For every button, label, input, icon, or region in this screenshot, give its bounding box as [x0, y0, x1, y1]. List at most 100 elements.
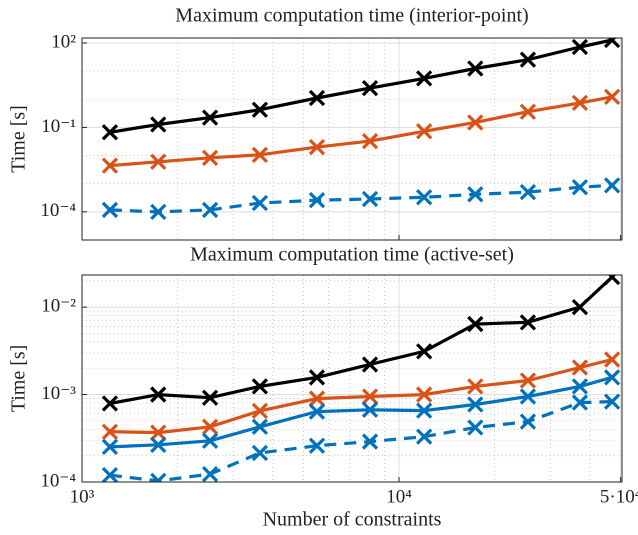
marker	[571, 394, 589, 411]
chart-title: Maximum computation time (active-set)	[190, 244, 514, 266]
marker	[361, 356, 379, 373]
marker	[201, 201, 219, 219]
marker	[603, 88, 621, 106]
marker	[416, 189, 433, 206]
marker	[308, 403, 326, 420]
marker	[361, 190, 379, 208]
series-line	[109, 38, 613, 134]
marker	[201, 109, 219, 126]
marker	[571, 298, 589, 316]
series-line	[109, 275, 614, 406]
marker	[361, 401, 379, 418]
marker	[467, 419, 484, 436]
marker	[416, 123, 433, 140]
marker	[308, 192, 326, 209]
marker	[101, 201, 119, 219]
series-line	[109, 375, 613, 449]
plot-area	[101, 38, 621, 220]
axes-box	[81, 274, 623, 483]
marker	[467, 186, 484, 203]
marker	[416, 428, 433, 445]
marker	[519, 184, 537, 201]
chart-title: Maximum computation time (interior-point…	[175, 5, 528, 27]
marker	[603, 38, 621, 49]
marker	[251, 146, 269, 163]
marker	[308, 89, 326, 107]
marker	[361, 133, 379, 150]
y-axis-label: Time [s]	[8, 105, 30, 173]
marker	[251, 101, 269, 118]
marker	[201, 389, 219, 406]
y-tick-label: 10⁻¹	[41, 116, 76, 137]
marker	[308, 437, 326, 454]
marker	[571, 94, 589, 111]
marker	[361, 433, 379, 450]
axes-box	[81, 37, 623, 241]
marker	[251, 418, 269, 435]
y-tick-label: 10⁻²	[41, 295, 76, 316]
marker	[251, 378, 269, 395]
marker	[101, 466, 119, 482]
y-tick-label: 10⁻³	[41, 383, 76, 404]
marker	[467, 114, 484, 131]
marker	[150, 203, 167, 220]
marker	[361, 388, 379, 405]
marker	[251, 444, 269, 462]
marker	[467, 378, 484, 395]
marker	[150, 116, 167, 133]
marker	[101, 395, 119, 412]
marker	[101, 438, 119, 456]
marker	[519, 51, 537, 68]
marker	[416, 402, 433, 419]
marker	[519, 388, 537, 405]
marker	[251, 194, 269, 212]
marker	[201, 418, 219, 435]
marker	[571, 378, 589, 395]
marker	[150, 386, 167, 403]
marker	[101, 124, 119, 141]
x-tick-label: 10³	[70, 486, 95, 507]
marker	[467, 60, 484, 77]
marker	[571, 359, 589, 376]
marker	[571, 179, 589, 196]
marker	[416, 386, 433, 403]
marker	[361, 79, 379, 97]
marker	[416, 343, 433, 360]
marker	[150, 424, 167, 441]
marker	[308, 390, 326, 407]
marker	[603, 275, 621, 286]
marker	[603, 177, 621, 194]
marker	[150, 153, 167, 170]
marker	[519, 413, 537, 430]
marker	[101, 423, 119, 440]
series-line	[109, 183, 613, 214]
marker	[150, 436, 167, 453]
marker	[201, 149, 219, 166]
marker	[603, 351, 621, 368]
marker	[519, 103, 537, 120]
marker	[201, 432, 219, 449]
marker	[603, 369, 621, 386]
marker	[308, 138, 326, 156]
marker	[571, 38, 589, 56]
marker	[101, 157, 119, 174]
y-tick-label: 10⁻⁴	[40, 200, 76, 221]
marker	[150, 472, 167, 482]
y-tick-label: 10⁻⁴	[40, 470, 76, 491]
y-tick-label: 10²	[51, 31, 76, 52]
marker	[519, 314, 537, 331]
series-line	[109, 95, 613, 168]
x-tick-label: 10⁴	[386, 486, 412, 507]
marker	[308, 369, 326, 386]
marker	[201, 466, 219, 482]
x-axis-label: Number of constraints	[263, 509, 442, 531]
marker	[467, 315, 484, 333]
marker	[519, 372, 537, 389]
x-tick-label: 5·10⁴	[600, 486, 638, 507]
marker	[416, 70, 433, 87]
marker	[603, 393, 621, 410]
plot-area	[101, 275, 621, 482]
marker	[467, 396, 484, 413]
